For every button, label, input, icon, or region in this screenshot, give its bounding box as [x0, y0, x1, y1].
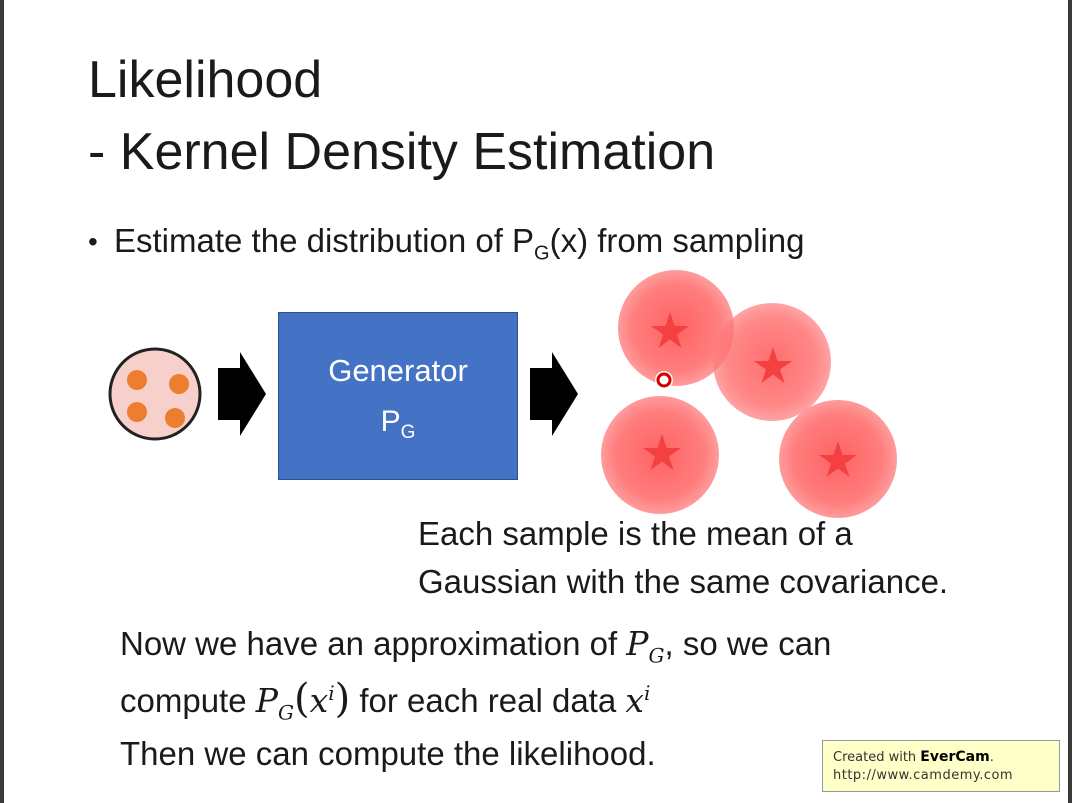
- math-x-sup: i: [328, 681, 335, 705]
- bullet-text-sub: G: [534, 242, 550, 265]
- math-pg: PG: [626, 624, 664, 668]
- text-line2-b: for each real data: [350, 682, 626, 719]
- evercam-watermark: Created with EverCam. http://www.camdemy…: [822, 740, 1060, 792]
- watermark-line1: Created with EverCam.: [833, 749, 994, 765]
- math-x-sup: i: [644, 681, 651, 705]
- bullet-text: Estimate the distribution of PG(x) from …: [114, 222, 805, 266]
- slide: Likelihood - Kernel Density Estimation •…: [4, 0, 1068, 803]
- star-icon: [651, 312, 689, 348]
- arrow-right-icon: [530, 352, 578, 436]
- math-p: P: [626, 624, 649, 663]
- math-p-sub: G: [648, 643, 665, 668]
- diagram: [108, 270, 897, 518]
- noise-input-icon: [108, 347, 202, 441]
- math-pg-xi: PG(xi): [255, 676, 350, 725]
- text-line1: Now we have an approximation of PG, so w…: [120, 624, 831, 668]
- star-icon: [754, 347, 792, 383]
- math-p: P: [255, 681, 278, 720]
- caption-line1: Each sample is the mean of a: [418, 515, 853, 552]
- math-paren-close: ): [334, 676, 351, 722]
- text-line2-a: compute: [120, 682, 256, 719]
- star-icons: [643, 312, 857, 477]
- gaussian-kernel: [601, 270, 897, 518]
- generator-symbol-main: P: [380, 405, 401, 438]
- math-x: x: [309, 681, 329, 720]
- slide-title-line1: Likelihood: [88, 51, 323, 109]
- math-paren-open: (: [293, 676, 310, 722]
- bullet-text-suffix: (x) from sampling: [549, 222, 805, 259]
- math-x: x: [625, 681, 644, 720]
- arrow-right-icon: [218, 352, 266, 436]
- text-line2: compute PG(xi) for each real data xi: [120, 676, 650, 725]
- real-data-point-icon: [655, 371, 673, 389]
- generator-box: Generator PG: [278, 312, 518, 480]
- math-p-sub: G: [277, 700, 294, 725]
- caption-line2: Gaussian with the same covariance.: [418, 563, 949, 600]
- generator-label: Generator: [328, 353, 468, 388]
- text-line1-b: , so we can: [664, 625, 832, 662]
- text-line1-a: Now we have an approximation of: [120, 625, 627, 662]
- star-icon: [643, 434, 681, 470]
- slide-title-line2: - Kernel Density Estimation: [88, 123, 716, 181]
- bullet-icon: •: [88, 226, 98, 257]
- watermark-suffix: .: [989, 750, 994, 765]
- generator-symbol-sub: G: [400, 422, 416, 443]
- generator-symbol: PG: [279, 405, 517, 444]
- star-icon: [819, 441, 857, 477]
- watermark-url: http://www.camdemy.com: [833, 768, 1014, 783]
- watermark-prefix: Created with: [833, 750, 921, 765]
- bullet-text-prefix: Estimate the distribution of P: [114, 222, 535, 259]
- watermark-brand: EverCam: [920, 749, 990, 765]
- text-line3: Then we can compute the likelihood.: [120, 735, 656, 772]
- math-xi: xi: [625, 681, 650, 720]
